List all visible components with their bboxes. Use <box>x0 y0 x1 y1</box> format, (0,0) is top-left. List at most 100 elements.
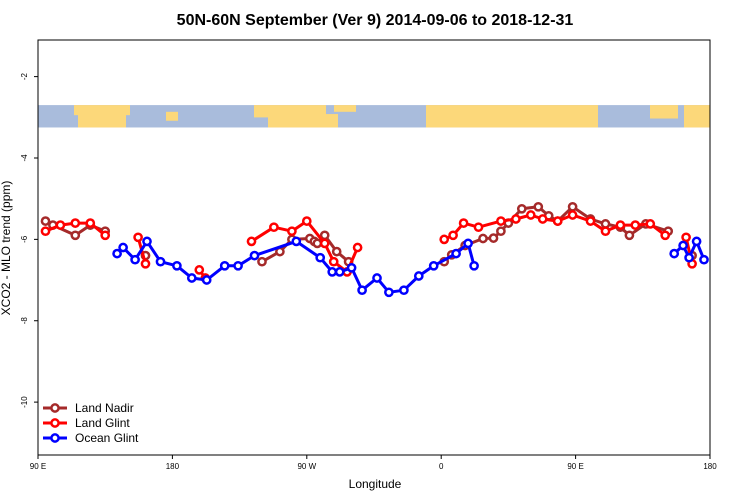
data-point <box>40 216 51 226</box>
data-point <box>312 238 323 249</box>
data-point <box>669 248 680 259</box>
data-point <box>319 238 330 249</box>
plot-frame <box>37 39 711 456</box>
data-point <box>186 273 197 283</box>
series-line <box>443 205 669 263</box>
legend-label: Ocean Glint <box>75 431 139 445</box>
land-mass <box>268 114 338 128</box>
data-point <box>413 271 424 281</box>
data-point <box>70 218 81 228</box>
data-point <box>112 248 122 259</box>
legend-label: Land Glint <box>75 416 130 430</box>
data-point <box>511 214 521 224</box>
data-point <box>291 236 302 247</box>
legend-marker <box>50 433 60 443</box>
data-point <box>478 233 488 244</box>
data-point <box>140 258 151 269</box>
x-tick-label: 90 W <box>297 462 316 471</box>
data-point <box>384 287 394 298</box>
data-point <box>458 218 469 228</box>
data-point <box>130 254 140 265</box>
data-point <box>201 275 212 285</box>
data-point <box>372 273 382 283</box>
data-point <box>516 203 527 214</box>
data-point <box>630 220 641 230</box>
legend-item: Ocean Glint <box>43 431 139 445</box>
data-point <box>319 230 330 241</box>
data-point <box>301 216 312 226</box>
land-mass <box>334 105 356 112</box>
legend-marker <box>50 418 60 428</box>
x-tick-label: 0 <box>439 462 444 471</box>
x-tick-label: 180 <box>703 462 717 471</box>
ocean-band <box>38 105 710 128</box>
data-point <box>537 214 548 224</box>
x-axis-label: Longitude <box>349 477 402 491</box>
data-point <box>473 222 484 233</box>
land-mass <box>166 111 178 121</box>
data-point <box>463 238 473 249</box>
data-point <box>451 248 461 259</box>
series-line <box>443 213 667 241</box>
data-point <box>428 260 439 271</box>
data-point <box>439 234 450 245</box>
data-point <box>469 260 479 271</box>
data-point <box>328 256 339 267</box>
data-point <box>70 230 81 241</box>
data-point <box>552 216 563 226</box>
land-mass <box>650 105 678 119</box>
chart-title: 50N-60N September (Ver 9) 2014-09-06 to … <box>177 12 574 29</box>
legend-marker <box>50 403 60 413</box>
y-tick-label: -10 <box>20 396 29 408</box>
data-point <box>448 230 458 241</box>
data-point <box>600 226 611 237</box>
data-point <box>357 285 367 296</box>
land-mass <box>684 105 710 128</box>
data-point <box>315 252 326 263</box>
legend-label: Land Nadir <box>75 401 134 415</box>
y-tick-label: -2 <box>20 73 29 81</box>
data-point <box>352 242 363 253</box>
data-point <box>691 236 702 247</box>
data-point <box>678 240 688 251</box>
series-layer <box>40 201 709 298</box>
data-point <box>681 232 691 243</box>
data-point <box>624 230 635 241</box>
data-point <box>585 216 596 226</box>
land-mass <box>426 105 598 128</box>
data-point <box>660 230 671 241</box>
y-tick-label: -6 <box>20 235 29 243</box>
x-tick-label: 180 <box>166 462 180 471</box>
data-point <box>699 254 709 265</box>
data-point <box>615 220 626 230</box>
legend-item: Land Glint <box>43 416 130 430</box>
data-point <box>155 256 166 267</box>
data-point <box>172 260 182 271</box>
x-tick-label: 90 E <box>30 462 46 471</box>
land-mass <box>74 105 130 116</box>
y-axis-label: XCO2 - MLO trend (ppm) <box>0 181 13 316</box>
data-point <box>327 267 338 277</box>
data-point <box>496 216 506 226</box>
y-tick-label: -4 <box>20 154 29 162</box>
y-tick-label: -8 <box>20 317 29 325</box>
data-point <box>567 201 578 212</box>
series-line <box>116 239 476 294</box>
data-point <box>246 236 257 247</box>
data-point <box>567 210 578 220</box>
data-point <box>100 230 111 241</box>
data-point <box>55 220 66 230</box>
data-point <box>684 252 694 263</box>
data-point <box>346 262 357 273</box>
data-point <box>249 250 260 261</box>
data-point <box>488 233 499 243</box>
data-point <box>533 201 544 212</box>
series-ocean-glint <box>112 236 709 298</box>
data-point <box>496 226 506 237</box>
data-point <box>133 232 143 243</box>
data-point <box>525 210 536 220</box>
data-point <box>331 246 342 257</box>
data-point <box>219 260 230 271</box>
data-point <box>118 242 128 253</box>
